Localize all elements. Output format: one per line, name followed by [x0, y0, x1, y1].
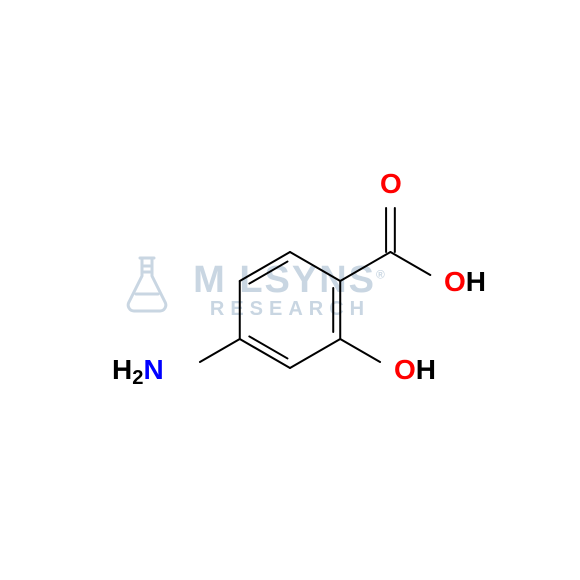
- atom-label: OH: [444, 266, 486, 298]
- atom-label: OH: [394, 354, 436, 386]
- atom-label: O: [380, 168, 402, 200]
- atom-label: H2N: [112, 354, 164, 390]
- molecule-structure: [0, 0, 580, 580]
